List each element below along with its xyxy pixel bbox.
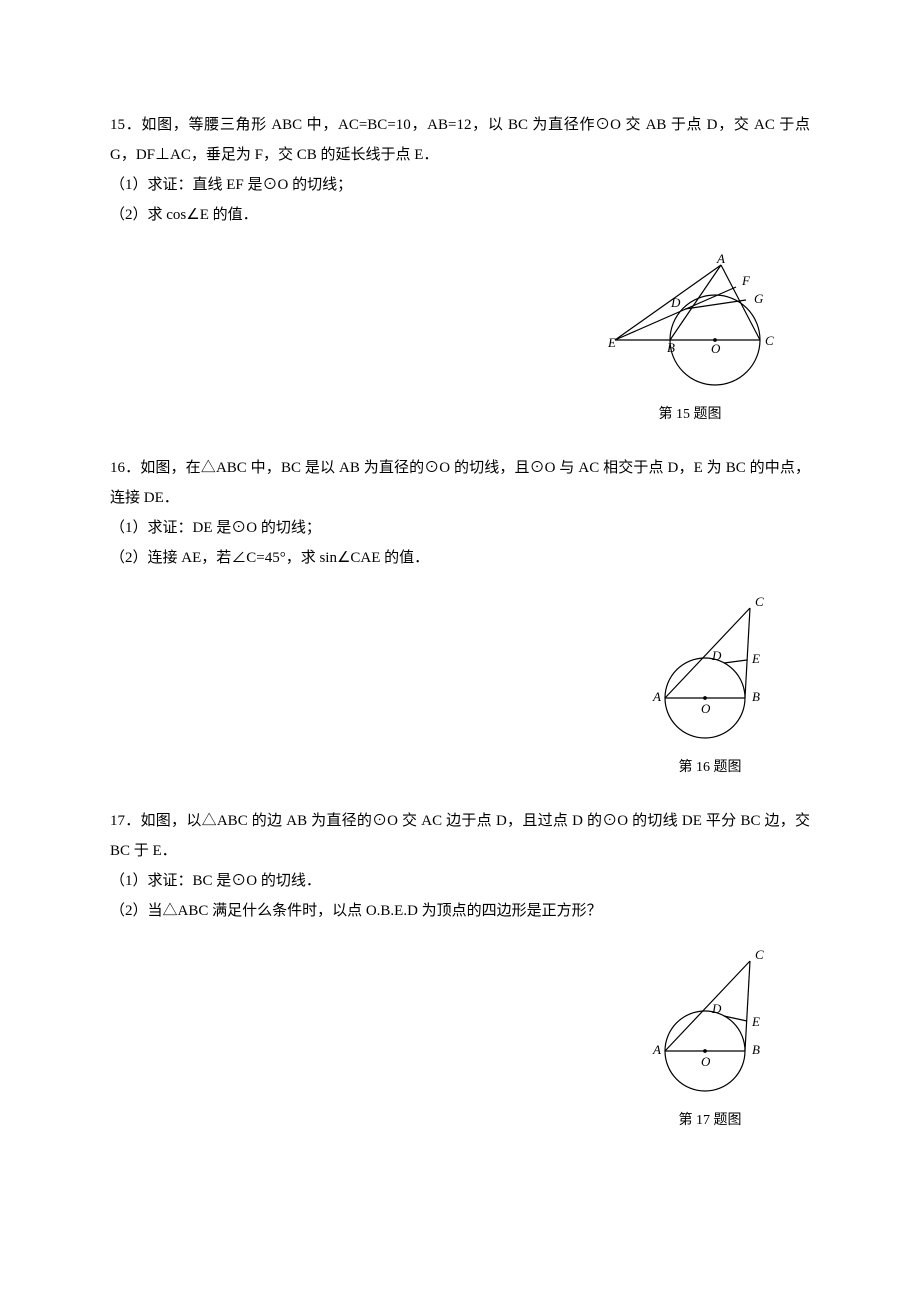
figure-17-caption: 第 17 题图 — [635, 1109, 785, 1129]
problem-17: 17．如图，以△ABC 的边 AB 为直径的⊙O 交 AC 边于点 D，且过点 … — [110, 806, 810, 1129]
svg-text:E: E — [751, 1014, 760, 1029]
figure-15-caption: 第 15 题图 — [595, 403, 785, 423]
svg-text:E: E — [607, 335, 616, 350]
problem-17-intro: 17．如图，以△ABC 的边 AB 为直径的⊙O 交 AC 边于点 D，且过点 … — [110, 806, 810, 866]
figure-16-svg: C D E A B O — [635, 588, 785, 748]
problem-15: 15．如图，等腰三角形 ABC 中，AC=BC=10，AB=12，以 BC 为直… — [110, 110, 810, 423]
problem-16-part2: （2）连接 AE，若∠C=45°，求 sin∠CAE 的值． — [110, 543, 810, 573]
svg-text:B: B — [752, 1042, 760, 1057]
problem-16-part1: （1）求证：DE 是⊙O 的切线； — [110, 513, 810, 543]
svg-text:D: D — [711, 648, 722, 663]
svg-text:G: G — [754, 291, 764, 306]
figure-17-svg: C D E A B O — [635, 941, 785, 1101]
svg-text:A: A — [652, 1042, 661, 1057]
svg-text:A: A — [652, 689, 661, 704]
problem-15-part1: （1）求证：直线 EF 是⊙O 的切线； — [110, 170, 810, 200]
svg-text:E: E — [751, 651, 760, 666]
svg-text:O: O — [701, 701, 711, 716]
figure-15-container: A F G D E B O C 第 15 题图 — [110, 245, 810, 423]
problem-17-part1: （1）求证：BC 是⊙O 的切线． — [110, 866, 810, 896]
svg-text:D: D — [670, 295, 681, 310]
svg-text:C: C — [755, 594, 764, 609]
problem-15-part2: （2）求 cos∠E 的值． — [110, 200, 810, 230]
figure-17-container: C D E A B O 第 17 题图 — [110, 941, 810, 1129]
problem-15-intro: 15．如图，等腰三角形 ABC 中，AC=BC=10，AB=12，以 BC 为直… — [110, 110, 810, 170]
svg-text:C: C — [765, 333, 774, 348]
svg-text:C: C — [755, 947, 764, 962]
svg-text:O: O — [701, 1054, 711, 1069]
problem-17-part2: （2）当△ABC 满足什么条件时，以点 O.B.E.D 为顶点的四边形是正方形？ — [110, 896, 810, 926]
figure-15-svg: A F G D E B O C — [595, 245, 785, 395]
svg-text:A: A — [716, 251, 725, 266]
svg-text:B: B — [667, 340, 675, 355]
figure-16-caption: 第 16 题图 — [635, 756, 785, 776]
svg-text:O: O — [711, 341, 721, 356]
svg-text:B: B — [752, 689, 760, 704]
problem-16-intro: 16．如图，在△ABC 中，BC 是以 AB 为直径的⊙O 的切线，且⊙O 与 … — [110, 453, 810, 513]
svg-text:F: F — [741, 273, 751, 288]
svg-text:D: D — [711, 1001, 722, 1016]
problem-16: 16．如图，在△ABC 中，BC 是以 AB 为直径的⊙O 的切线，且⊙O 与 … — [110, 453, 810, 776]
figure-16-container: C D E A B O 第 16 题图 — [110, 588, 810, 776]
